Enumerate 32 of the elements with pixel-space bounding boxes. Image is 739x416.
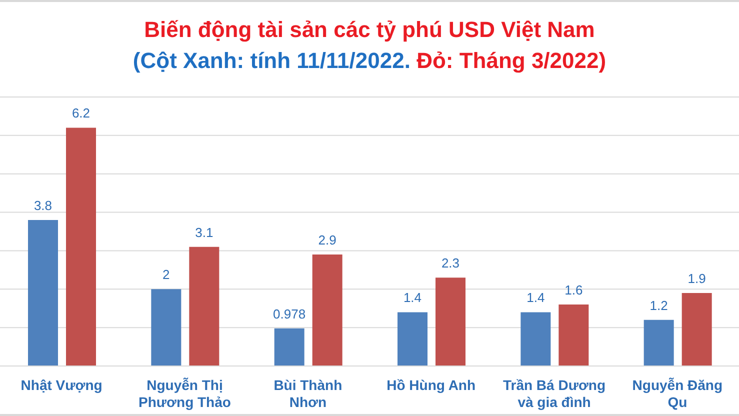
bar: [274, 328, 304, 366]
bar: [558, 304, 589, 366]
data-label: 1.4: [526, 290, 545, 306]
bar: [312, 254, 342, 366]
data-label: 1.4: [403, 290, 422, 306]
data-label: 2.9: [318, 232, 336, 248]
bar: [189, 246, 220, 366]
x-tick-label: Trần Bá Dương và gia đình: [502, 376, 606, 410]
bar: [436, 278, 466, 366]
data-label: 2.3: [441, 256, 460, 271]
data-label: 3.1: [195, 224, 214, 240]
bar: [28, 220, 58, 366]
data-label: 1.9: [688, 270, 706, 286]
x-tick-label: Nhật Vượng: [20, 376, 102, 393]
bar: [398, 312, 428, 366]
x-tick-label: Bùi Thành Nhơn: [274, 376, 342, 410]
data-label: 1.2: [650, 298, 668, 313]
data-label: 1.6: [564, 282, 583, 298]
x-tick-label: Hồ Hùng Anh: [386, 376, 476, 393]
bar: [682, 292, 712, 366]
chart-subtitle: (Cột Xanh: tính 11/11/2022. Đỏ: Tháng 3/2022): [132, 48, 606, 73]
x-tick-label: Nguyễn Đăng Qu: [632, 376, 723, 410]
bar: [151, 289, 182, 366]
bar: [520, 312, 551, 366]
data-label: 0.978: [273, 306, 306, 322]
data-label: 6.2: [72, 106, 90, 121]
data-label: 2: [162, 267, 170, 282]
bar: [66, 128, 96, 366]
x-tick-label: Nguyễn Thị Phương Thảo: [138, 376, 231, 410]
data-label: 3.8: [34, 198, 52, 213]
chart-title: Biến động tài sản các tỷ phú USD Việt Nam: [144, 17, 595, 42]
bar: [644, 320, 674, 366]
